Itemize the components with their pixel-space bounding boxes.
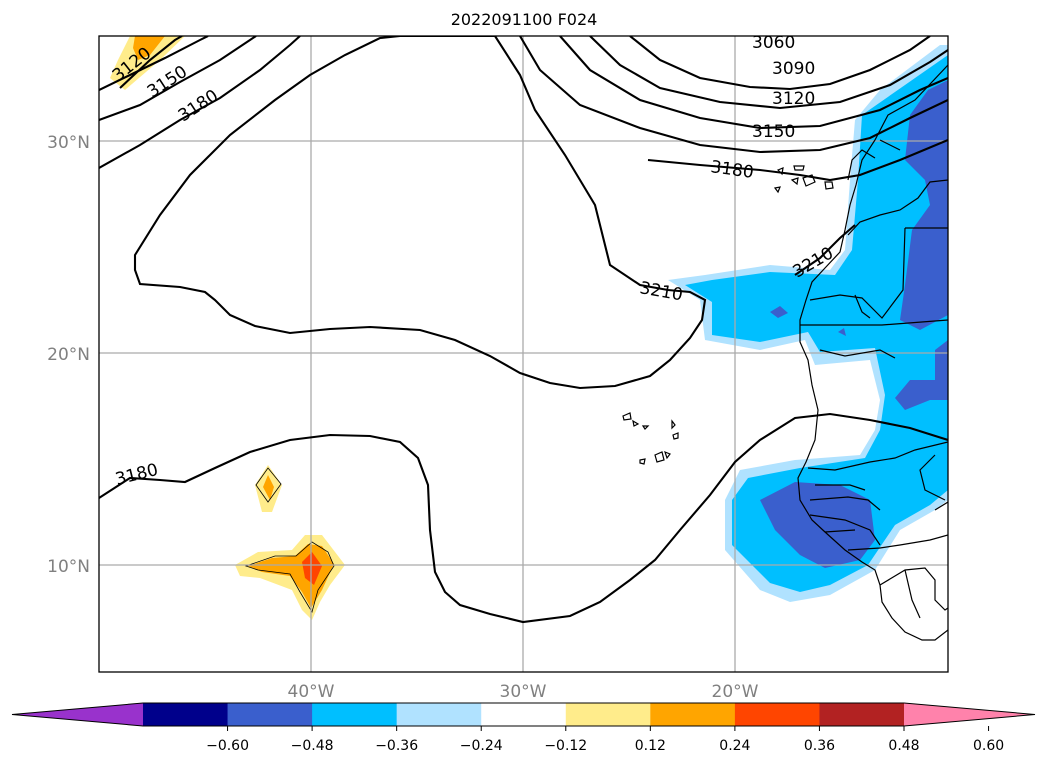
lon-label-20w: 20°W (712, 682, 759, 702)
colorbar-outline (11, 702, 1036, 727)
lon-label-30w: 30°W (500, 682, 547, 702)
colorbar-tick-label: −0.24 (460, 738, 503, 754)
colorbar-tick-label: 0.48 (888, 738, 919, 754)
map-title: 2022091100 F024 (451, 10, 598, 29)
colorbar-segment (650, 703, 736, 726)
negative-anomaly-shading (668, 45, 948, 602)
colorbar-tick-label: −0.60 (206, 738, 249, 754)
colorbar-tick-label: 0.60 (973, 738, 1004, 754)
lon-label-40w: 40°W (288, 682, 335, 702)
colorbar-segment (227, 703, 313, 726)
colorbar-extend-max (904, 703, 1035, 726)
coastlines (622, 64, 948, 641)
lat-label-30n: 30°N (47, 133, 90, 153)
colorbar-segment (734, 703, 820, 726)
colorbar-segment (312, 703, 398, 726)
longitude-labels: 40°W 30°W 20°W (288, 682, 759, 702)
lat-label-20n: 20°N (47, 345, 90, 365)
colorbar-segment (396, 703, 482, 726)
positive-anomaly-shading (110, 36, 345, 620)
colorbar-tick-label: −0.12 (544, 738, 587, 754)
colorbar-segment (565, 703, 651, 726)
latitude-labels: 30°N 20°N 10°N (47, 133, 90, 577)
colorbar-tick-label: 0.12 (635, 738, 666, 754)
gridlines (99, 36, 948, 672)
colorbar-segment (819, 703, 905, 726)
contour-label: 3120 (772, 89, 815, 109)
colorbar-tick-label: 0.24 (719, 738, 750, 754)
colorbar-segment (481, 703, 567, 726)
map-area: 3060 3090 3120 3150 3180 3210 3120 3150 … (99, 33, 948, 672)
contour-label: 3060 (752, 33, 795, 53)
map-frame (98, 35, 949, 673)
height-contours (99, 36, 948, 624)
contour-label: 3150 (752, 122, 795, 142)
colorbar: −0.60 −0.48 −0.36 −0.24 −0.12 0.12 0.24 0.36 0.4… (11, 702, 1036, 754)
colorbar-tick-label: −0.36 (375, 738, 418, 754)
lat-label-10n: 10°N (47, 557, 90, 577)
colorbar-extend-min (12, 703, 143, 726)
contour-label: 3090 (772, 59, 815, 79)
colorbar-tick-label: 0.36 (804, 738, 835, 754)
colorbar-segment (143, 703, 229, 726)
colorbar-tick-label: −0.48 (291, 738, 334, 754)
